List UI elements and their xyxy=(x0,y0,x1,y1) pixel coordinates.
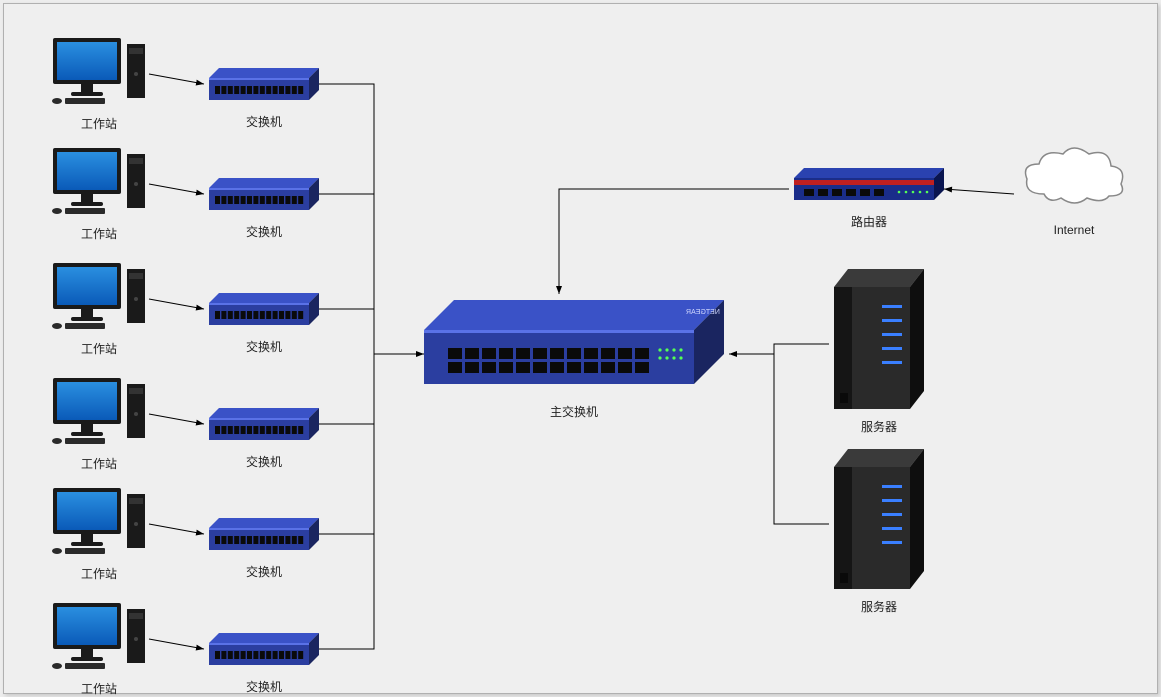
switch-6: 交换机 xyxy=(209,629,319,695)
workstation-2: 工作站 xyxy=(49,144,149,242)
edge-rt-cl xyxy=(944,189,1014,194)
edge-sw2-msw xyxy=(314,194,374,354)
edge-sw4-msw xyxy=(314,354,374,424)
switch-3: 交换机 xyxy=(209,289,319,355)
workstation-6-label: 工作站 xyxy=(49,680,149,697)
workstation-1-label: 工作站 xyxy=(49,115,149,132)
switch-1-label: 交换机 xyxy=(209,113,319,130)
workstation-5-label: 工作站 xyxy=(49,565,149,582)
switch-6-label: 交换机 xyxy=(209,678,319,695)
edge-srv1-msw xyxy=(729,344,829,354)
edge-ws1-sw1 xyxy=(149,74,204,84)
router-label: 路由器 xyxy=(794,213,944,230)
workstation-2-label: 工作站 xyxy=(49,225,149,242)
internet-cloud: Internet xyxy=(1019,144,1129,237)
workstation-6: 工作站 xyxy=(49,599,149,697)
main-switch: NETGEAR 主交换机 xyxy=(424,294,724,420)
edge-sw3-msw xyxy=(314,309,374,354)
server-2-label: 服务器 xyxy=(834,598,924,615)
switch-2-label: 交换机 xyxy=(209,223,319,240)
edge-ws3-sw3 xyxy=(149,299,204,309)
edge-sw1-msw xyxy=(314,84,424,354)
edge-ws4-sw4 xyxy=(149,414,204,424)
workstation-5: 工作站 xyxy=(49,484,149,582)
workstation-4: 工作站 xyxy=(49,374,149,472)
workstation-4-label: 工作站 xyxy=(49,455,149,472)
svg-text:NETGEAR: NETGEAR xyxy=(686,309,720,316)
workstation-3: 工作站 xyxy=(49,259,149,357)
edge-srv2-msw xyxy=(774,354,829,524)
edge-ws5-sw5 xyxy=(149,524,204,534)
internet-cloud-label: Internet xyxy=(1019,223,1129,237)
server-1: 服务器 xyxy=(834,269,924,435)
switch-5-label: 交换机 xyxy=(209,563,319,580)
edge-rt-msw xyxy=(559,189,789,294)
switch-2: 交换机 xyxy=(209,174,319,240)
router: 路由器 xyxy=(794,164,944,230)
switch-4: 交换机 xyxy=(209,404,319,470)
edge-sw5-msw xyxy=(314,354,374,534)
diagram-canvas: 工作站 工作站 工作站 xyxy=(3,3,1158,694)
main-switch-label: 主交换机 xyxy=(424,403,724,420)
server-2: 服务器 xyxy=(834,449,924,615)
edge-sw6-msw xyxy=(314,354,374,649)
switch-1: 交换机 xyxy=(209,64,319,130)
edge-ws6-sw6 xyxy=(149,639,204,649)
server-1-label: 服务器 xyxy=(834,418,924,435)
switch-4-label: 交换机 xyxy=(209,453,319,470)
edge-ws2-sw2 xyxy=(149,184,204,194)
switch-3-label: 交换机 xyxy=(209,338,319,355)
workstation-1: 工作站 xyxy=(49,34,149,132)
workstation-3-label: 工作站 xyxy=(49,340,149,357)
switch-5: 交换机 xyxy=(209,514,319,580)
